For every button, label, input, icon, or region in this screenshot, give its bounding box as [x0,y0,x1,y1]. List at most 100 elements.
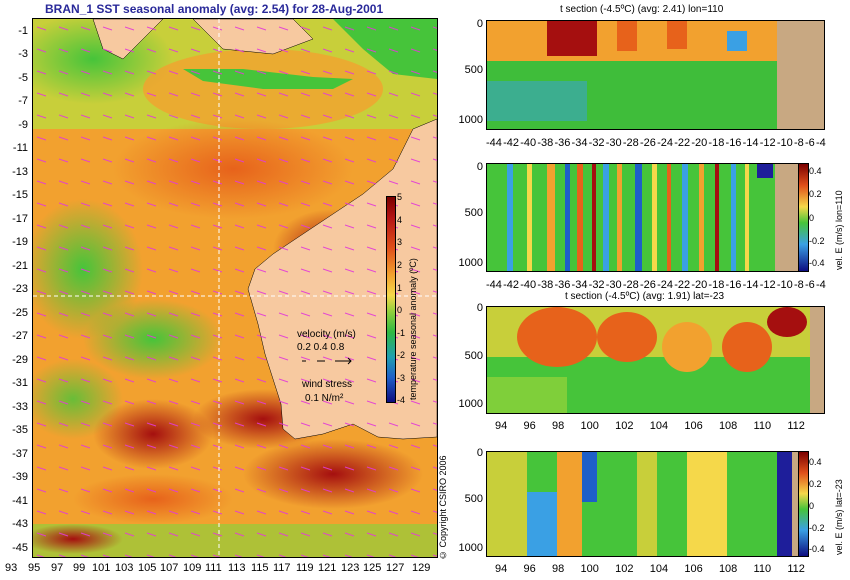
lat-tick: -17 [12,213,28,225]
x-tick: 104 [649,563,669,575]
lat-tick: -45 [12,542,28,554]
lat-tick: -43 [12,518,28,530]
colorbar-tick: -0.2 [809,523,825,533]
x-tick: -24 [657,279,673,291]
velocity-values: 0.2 0.4 0.8 [297,342,345,353]
lon-axis: 93 95 97 99 101 103 105 107 109 111 113 … [0,562,440,578]
depth-tick: 500 [464,350,483,362]
colorbar-tick: 0 [397,305,403,315]
colorbar-tick: 0.4 [809,166,822,176]
x-tick: -20 [691,137,708,149]
x-tick: -22 [674,137,691,149]
x-tick: -10 [776,279,793,291]
panel1-section [486,20,825,130]
x-tick: -12 [759,279,776,291]
panel3-canvas [487,307,824,413]
sst-colorbar-label: temperature seasonal anomaly (ºC) [408,258,418,400]
lat-tick: -13 [12,166,28,178]
x-tick: -36 [554,137,571,149]
wind-stress-value: 0.1 N/m² [305,393,344,404]
panel2-section [486,163,799,272]
colorbar-tick: 2 [397,260,403,270]
colorbar-tick: -3 [397,373,406,383]
colorbar-tick: 0.2 [809,189,822,199]
depth-tick: 500 [464,493,483,505]
colorbar-tick: 0 [809,501,815,511]
x-tick: 98 [552,420,565,432]
panel3-depth-axis: 0 500 1000 [455,302,483,412]
colorbar-tick: 5 [397,192,403,202]
x-tick: 102 [615,563,634,575]
x-tick: 110 [753,563,772,575]
panel2-colorbar-label: vel. E (m/s) lon=110 [834,190,844,270]
colorbar-tick: 3 [397,237,403,247]
lat-tick: -21 [12,260,28,272]
x-tick: -42 [503,137,520,149]
lon-tick: 93 [5,562,18,574]
lat-tick: -5 [18,72,28,84]
lon-tick: 119 [296,562,314,574]
x-tick: -40 [520,279,537,291]
depth-tick: 0 [476,302,483,314]
colorbar-tick: -0.4 [809,258,825,268]
lat-tick: -7 [18,95,28,107]
x-tick: -20 [691,279,708,291]
panel4-canvas [487,452,798,556]
lon-tick: 113 [228,562,246,574]
x-tick: -38 [537,137,554,149]
x-tick: -44 [486,279,502,291]
x-tick: -14 [742,137,759,149]
lat-tick: -33 [12,401,28,413]
x-tick: -34 [571,279,588,291]
panel4-colorbar [798,451,809,557]
panel2-canvas [487,164,798,271]
panel1-canvas [487,21,824,129]
panel2-depth-axis: 0 500 1000 [455,161,483,270]
x-tick: -4 [815,279,826,291]
colorbar-tick: -0.2 [809,236,825,246]
colorbar-tick: 4 [397,215,403,225]
x-tick: -12 [759,137,776,149]
lat-tick: -35 [12,424,28,436]
x-tick: -30 [605,279,622,291]
lat-axis: -1 -3 -5 -7 -9 -11 -13 -15 -17 -19 -21 -… [0,18,30,556]
x-tick: -32 [588,279,605,291]
lon-tick: 115 [251,562,269,574]
lat-tick: -25 [12,307,28,319]
panel1-title: t section (-4.5ºC) (avg: 2.41) lon=110 [560,4,724,15]
lat-tick: -9 [18,119,28,131]
x-tick: 96 [523,563,536,575]
x-tick: 100 [580,563,599,575]
velocity-arrows [302,357,352,365]
x-tick: -30 [605,137,622,149]
depth-tick: 1000 [458,398,483,410]
panel2-colorbar [798,163,809,272]
panel1-x-axis: -44 -42 -40 -38 -36 -34 -32 -30 -28 -26 … [486,137,826,151]
panel4-colorbar-ticks: 0.4 0.2 0 -0.2 -0.4 [809,451,831,555]
lat-tick: -1 [18,25,28,37]
x-tick: -38 [537,279,554,291]
x-tick: -28 [622,279,639,291]
map-title: BRAN_1 SST seasonal anomaly (avg: 2.54) … [45,2,384,16]
lat-tick: -41 [12,495,28,507]
panel4-colorbar-label: vel. E (m/s) lat=-23 [834,479,844,555]
x-tick: 102 [615,420,634,432]
x-tick: 112 [787,420,805,432]
lat-tick: -3 [18,48,28,60]
colorbar-tick: 0.2 [809,479,822,489]
x-tick: -10 [776,137,793,149]
lat-tick: -15 [12,189,28,201]
lat-tick: -11 [12,142,28,154]
copyright-text: © Copyright CSIRO 2006 [438,455,448,560]
x-tick: -24 [657,137,673,149]
depth-tick: 500 [464,207,483,219]
panel1-depth-axis: 0 500 1000 [455,18,483,128]
panel2-colorbar-ticks: 0.4 0.2 0 -0.2 -0.4 [809,163,831,270]
panel4-section [486,451,799,557]
x-tick: -26 [639,137,656,149]
sst-map [32,18,438,558]
x-tick: -36 [554,279,571,291]
panel3-section [486,306,825,414]
x-tick: -34 [571,137,588,149]
lat-tick: -23 [12,283,28,295]
